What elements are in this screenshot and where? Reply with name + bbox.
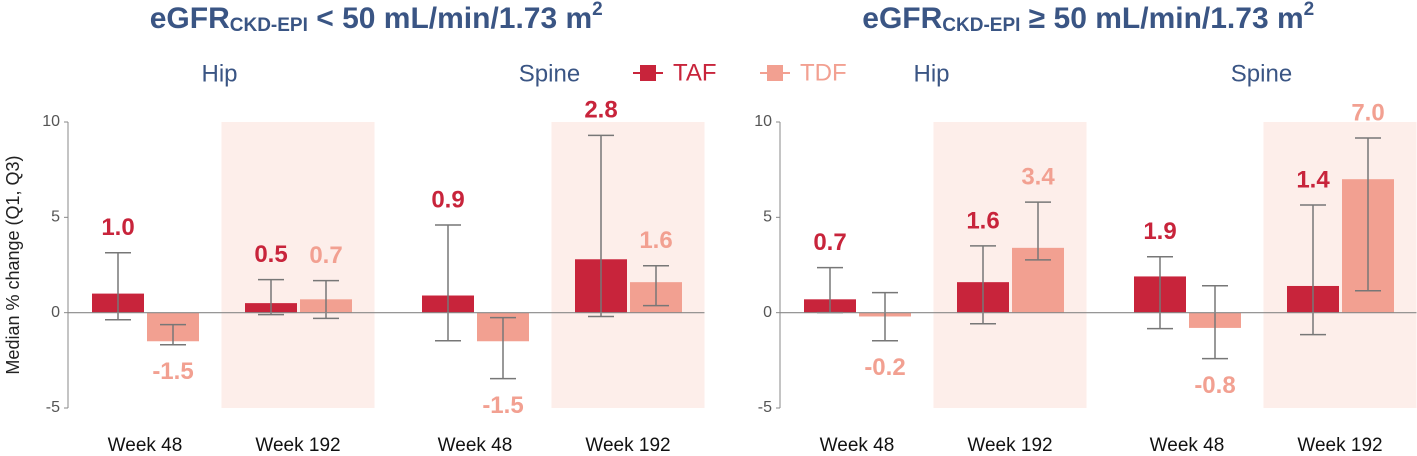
title-sup: 2 <box>592 0 603 20</box>
title-main: eGFR <box>150 2 230 35</box>
value-label: 1.9 <box>1143 218 1176 245</box>
legend-swatch <box>767 65 783 81</box>
x-tick-label: Week 48 <box>820 435 895 456</box>
highlight-band <box>221 122 375 408</box>
title-sub: CKD-EPI <box>230 15 308 36</box>
legend-label: TDF <box>800 59 847 86</box>
group-label: Spine <box>1231 60 1292 87</box>
title-sup: 2 <box>1304 0 1315 20</box>
y-tick-label: 0 <box>763 304 772 321</box>
x-tick-label: Week 192 <box>1297 435 1382 456</box>
value-label: -0.8 <box>1194 372 1235 399</box>
x-tick-label: Week 48 <box>1150 435 1225 456</box>
y-tick-label: -5 <box>758 399 772 416</box>
y-tick-label: 5 <box>51 209 60 226</box>
title-sub: CKD-EPI <box>942 15 1020 36</box>
value-label: 0.7 <box>813 229 846 256</box>
value-label: -1.5 <box>152 358 193 385</box>
value-label: 1.6 <box>639 227 672 254</box>
x-tick-label: Week 192 <box>967 435 1052 456</box>
value-label: -0.2 <box>864 354 905 381</box>
value-label: 0.5 <box>254 241 287 268</box>
value-label: 1.4 <box>1296 166 1330 193</box>
legend-label: TAF <box>673 59 717 86</box>
group-label: Hip <box>913 60 949 87</box>
y-tick-label: 5 <box>763 209 772 226</box>
value-label: 1.0 <box>101 214 134 241</box>
chart-title: eGFRCKD-EPI ≥ 50 mL/min/1.73 m2 <box>862 0 1314 36</box>
title-main: eGFR <box>862 2 942 35</box>
x-tick-label: Week 192 <box>585 435 670 456</box>
x-tick-label: Week 192 <box>255 435 340 456</box>
y-axis-title: Median % change (Q1, Q3) <box>3 155 23 374</box>
group-label: Spine <box>519 60 580 87</box>
legend-swatch <box>640 65 656 81</box>
value-label: 3.4 <box>1021 163 1055 190</box>
value-label: 0.7 <box>309 242 342 269</box>
title-rest: < 50 mL/min/1.73 m <box>308 2 592 35</box>
highlight-band <box>551 122 705 408</box>
value-label: 1.6 <box>966 207 999 234</box>
y-tick-label: 10 <box>42 113 60 130</box>
group-label: Hip <box>201 60 237 87</box>
title-rest: ≥ 50 mL/min/1.73 m <box>1020 2 1303 35</box>
x-tick-label: Week 48 <box>438 435 513 456</box>
y-tick-label: 0 <box>51 304 60 321</box>
value-label: 2.8 <box>584 97 617 124</box>
value-label: 7.0 <box>1351 99 1384 126</box>
chart-title: eGFRCKD-EPI < 50 mL/min/1.73 m2 <box>150 0 603 36</box>
x-tick-label: Week 48 <box>108 435 183 456</box>
value-label: -1.5 <box>482 392 523 419</box>
value-label: 0.9 <box>431 186 464 213</box>
y-tick-label: 10 <box>754 113 772 130</box>
y-tick-label: -5 <box>46 399 60 416</box>
